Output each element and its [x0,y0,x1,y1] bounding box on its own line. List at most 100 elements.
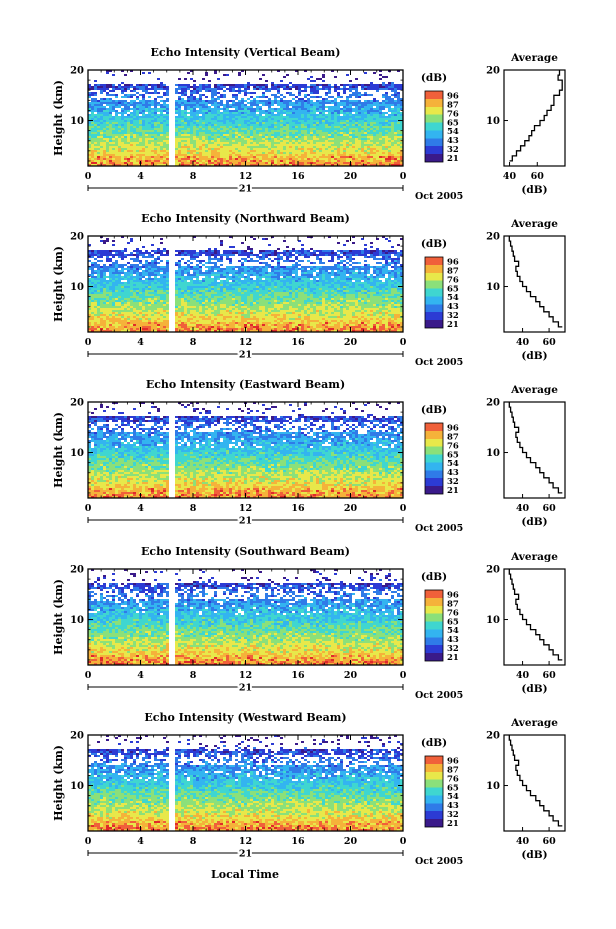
heatmap-cell [328,126,331,128]
heatmap-cell [202,104,205,106]
heatmap-cell [184,118,187,120]
heatmap-cell [340,122,343,124]
heatmap-cell [364,162,367,164]
heatmap-cell [106,94,109,96]
heatmap-cell [214,138,217,140]
heatmap-cell [376,154,379,156]
heatmap-cell [154,156,157,158]
heatmap-cell [307,114,310,116]
heatmap-cell [328,162,331,164]
heatmap-cell [184,156,187,158]
heatmap-cell [313,146,316,148]
heatmap-cell [103,300,106,302]
heatmap-cell [214,106,217,108]
heatmap-cell [394,140,397,142]
heatmap-cell [115,328,118,330]
heatmap-cell [163,128,166,130]
heatmap-cell [121,128,124,130]
heatmap-cell [163,158,166,160]
heatmap-cell [301,124,304,126]
heatmap-cell [301,98,304,100]
heatmap-cell [124,290,127,292]
heatmap-cell [301,152,304,154]
heatmap-cell [223,108,226,110]
heatmap-cell [295,158,298,160]
heatmap-cell [187,122,190,124]
heatmap-cell [298,114,301,116]
heatmap-cell [139,138,142,140]
heatmap-cell [334,130,337,132]
heatmap-cell [193,108,196,110]
heatmap-cell [196,110,199,112]
heatmap-cell [112,240,115,242]
heatmap-cell [325,126,328,128]
heatmap-cell [139,310,142,312]
heatmap-cell [103,278,106,280]
heatmap-cell [358,144,361,146]
heatmap-cell [220,116,223,118]
heatmap-cell [223,162,226,164]
heatmap-cell [163,248,166,250]
heatmap-cell [274,110,277,112]
heatmap-cell [163,290,166,292]
heatmap-cell [145,302,148,304]
heatmap-cell [136,310,139,312]
heatmap-cell [202,152,205,154]
heatmap-cell [355,162,358,164]
heatmap-cell [385,128,388,130]
heatmap-cell [280,134,283,136]
heatmap-cell [307,120,310,122]
heatmap-cell [91,146,94,148]
heatmap-cell [304,154,307,156]
heatmap-cell [160,300,163,302]
heatmap-cell [115,96,118,98]
heatmap-cell [196,124,199,126]
heatmap-cell [157,266,160,268]
heatmap-cell [139,320,142,322]
heatmap-cell [91,94,94,96]
heatmap-cell [160,326,163,328]
heatmap-cell [349,138,352,140]
heatmap-cell [109,84,112,86]
heatmap-cell [94,88,97,90]
heatmap-cell [133,284,136,286]
heatmap-cell [127,122,130,124]
heatmap-cell [94,322,97,324]
heatmap-cell [118,290,121,292]
heatmap-cell [271,88,274,90]
heatmap-cell [160,308,163,310]
heatmap-cell [106,162,109,164]
heatmap-cell [211,104,214,106]
heatmap-cell [214,116,217,118]
heatmap-cell [319,138,322,140]
heatmap-cell [298,84,301,86]
heatmap-cell [262,132,265,134]
heatmap-cell [196,90,199,92]
heatmap-cell [190,86,193,88]
heatmap-cell [370,144,373,146]
heatmap-cell [139,254,142,256]
heatmap-cell [319,116,322,118]
heatmap-cell [337,122,340,124]
heatmap-cell [127,282,130,284]
heatmap-cell [367,128,370,130]
heatmap-cell [133,156,136,158]
heatmap-cell [322,74,325,76]
heatmap-cell [355,132,358,134]
heatmap-cell [205,144,208,146]
heatmap-cell [106,152,109,154]
heatmap-cell [277,114,280,116]
heatmap-cell [142,320,145,322]
heatmap-cell [256,102,259,104]
heatmap-cell [277,126,280,128]
heatmap-cell [217,88,220,90]
heatmap-cell [388,146,391,148]
heatmap-cell [175,100,178,102]
heatmap-cell [151,298,154,300]
heatmap-cell [388,132,391,134]
heatmap-cell [103,284,106,286]
heatmap-cell [136,140,139,142]
heatmap-cell [301,134,304,136]
heatmap-cell [316,88,319,90]
heatmap-cell [328,132,331,134]
